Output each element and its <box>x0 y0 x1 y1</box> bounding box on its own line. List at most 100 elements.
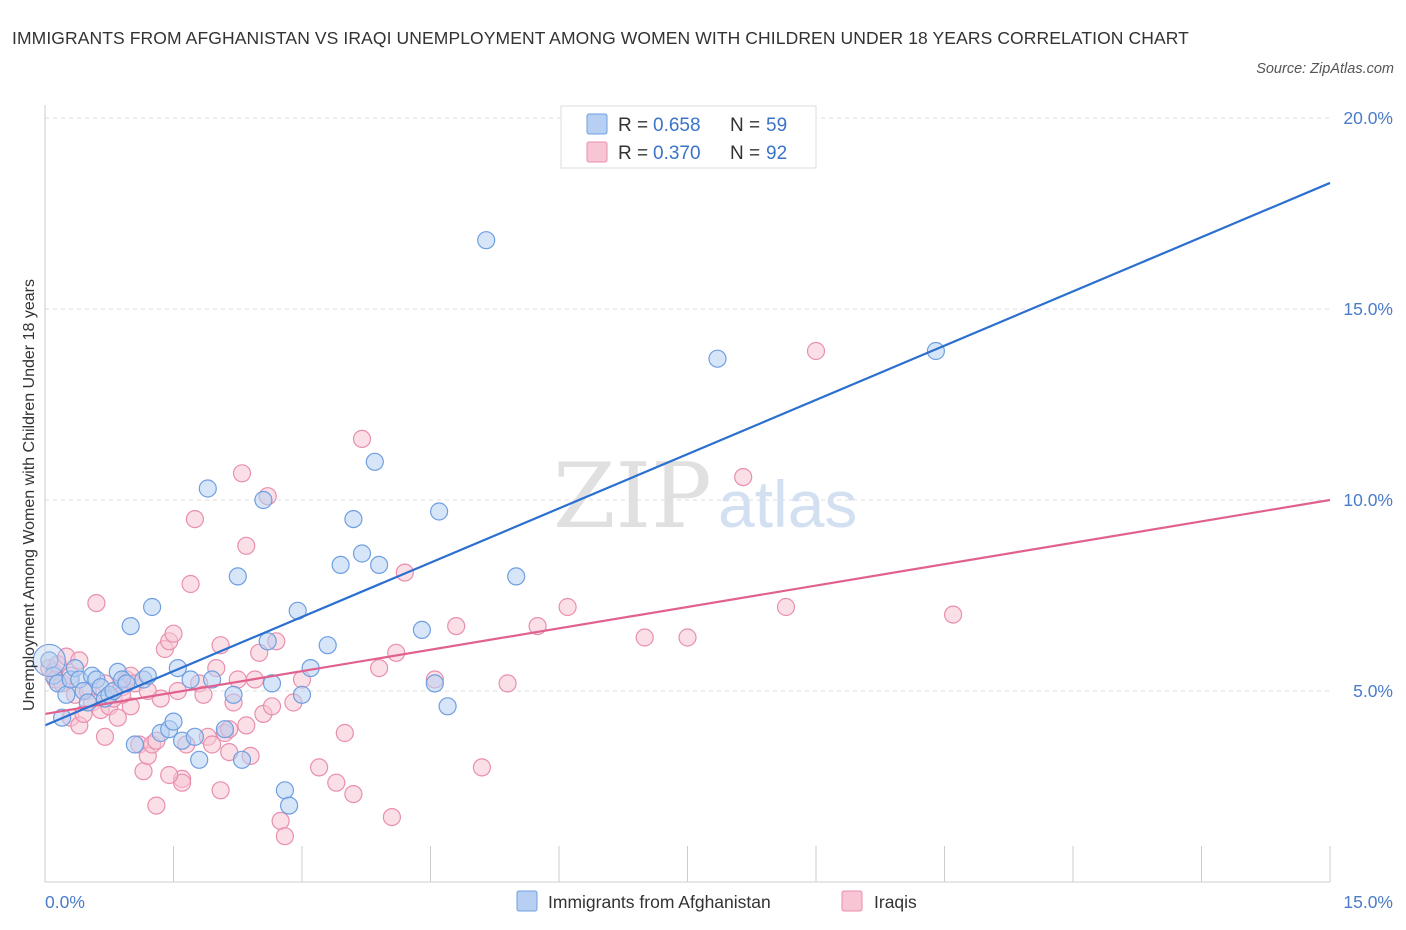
iraqi-point <box>678 628 697 647</box>
afghanistan-point <box>280 796 299 815</box>
y-tick-label: 10.0% <box>1343 490 1393 510</box>
legend-n-label-afghanistan: N = <box>730 115 760 136</box>
trend-lines <box>44 181 1331 727</box>
afghanistan-trend-line <box>44 181 1331 727</box>
iraqi-point <box>635 628 654 647</box>
afghanistan-point <box>215 720 234 739</box>
iraqi-point <box>164 624 183 643</box>
grid <box>45 117 1330 692</box>
iraqi-point <box>447 616 466 636</box>
afghanistan-point <box>190 750 209 769</box>
iraqi-point <box>237 536 256 555</box>
afghanistan-point <box>331 555 350 575</box>
y-tick-label: 5.0% <box>1353 681 1393 701</box>
iraqi-point <box>806 341 826 361</box>
legend-box: R = 0.658 N = 59 R = 0.370 N = 92 <box>560 105 817 169</box>
iraqi-point <box>344 784 363 804</box>
iraqi-point <box>194 685 213 704</box>
iraqi-point <box>498 674 517 693</box>
legend-r-value-iraqis: 0.370 <box>653 143 701 164</box>
x-tick-label: 15.0% <box>1343 892 1393 912</box>
bottom-legend-swatch-afghanistan <box>516 890 538 912</box>
iraqi-point <box>943 605 963 624</box>
iraqi-point <box>352 429 372 448</box>
legend-swatch-afghanistan <box>586 113 608 135</box>
afghanistan-point <box>477 231 496 250</box>
afghanistan-point <box>412 620 431 640</box>
bottom-legend-label-afghanistan: Immigrants from Afghanistan <box>548 892 771 912</box>
iraqi-point <box>370 658 389 678</box>
iraqi-point <box>87 593 106 613</box>
iraqi-point <box>271 811 290 831</box>
iraqi-point <box>275 827 294 846</box>
iraqi-point <box>387 643 406 662</box>
iraqi-point <box>228 670 247 689</box>
afghanistan-point <box>254 490 273 510</box>
x-tick-label: 0.0% <box>45 892 85 912</box>
afghanistan-cluster-point <box>32 643 66 678</box>
legend-r-label-iraqis: R = <box>618 143 648 164</box>
iraqi-point <box>327 773 346 792</box>
iraqi-point <box>185 509 204 529</box>
legend-n-value-afghanistan: 59 <box>766 115 787 136</box>
y-tick-label: 20.0% <box>1343 108 1393 128</box>
iraqi-point <box>181 574 200 594</box>
legend-n-label-iraqis: N = <box>730 143 760 164</box>
iraqi-point <box>203 735 222 754</box>
y-axis-label: Unemployment Among Women with Children U… <box>21 279 38 711</box>
legend-r-label-afghanistan: R = <box>618 115 648 136</box>
afghanistan-point <box>425 674 444 693</box>
iraqi-point <box>734 468 753 487</box>
iraqi-point <box>211 781 230 800</box>
afghanistan-point <box>365 452 384 471</box>
iraqi-point <box>262 697 282 716</box>
bottom-legend-swatch-iraqis <box>841 890 863 912</box>
bottom-legend-label-iraqis: Iraqis <box>874 892 917 912</box>
legend-swatch-iraqis <box>586 141 608 163</box>
afghanistan-point <box>228 567 247 586</box>
y-tick-label: 15.0% <box>1343 299 1393 319</box>
iraqi-point <box>310 758 329 777</box>
iraqi-point <box>382 807 401 827</box>
afghanistan-point <box>438 697 457 716</box>
iraqi-point <box>95 727 115 746</box>
afghanistan-point <box>198 479 217 498</box>
afghanistan-point <box>344 509 363 529</box>
afghanistan-point <box>507 567 526 586</box>
iraqi-point <box>232 464 252 483</box>
afghanistan-point <box>121 616 140 636</box>
iraqi-point <box>776 597 796 617</box>
afghanistan-point <box>370 555 389 575</box>
afghanistan-point <box>318 636 337 655</box>
afghanistan-point <box>275 781 294 800</box>
afghanistan-point <box>232 750 252 769</box>
afghanistan-point <box>181 670 200 689</box>
afghanistan-point <box>430 502 449 521</box>
legend-n-value-iraqis: 92 <box>766 143 787 164</box>
afghanistan-point <box>224 685 243 704</box>
iraqi-point <box>134 762 153 781</box>
afghanistan-point <box>164 712 183 731</box>
afghanistan-point <box>262 674 282 693</box>
axes: 5.0% 10.0% 15.0% 20.0% 0.0% 15.0% <box>44 105 1393 912</box>
legend-r-value-afghanistan: 0.658 <box>653 115 701 136</box>
afghanistan-point <box>203 670 222 689</box>
afghanistan-point <box>708 349 727 368</box>
afghanistan-point <box>143 597 162 617</box>
chart-title: IMMIGRANTS FROM AFGHANISTAN VS IRAQI UNE… <box>12 28 1189 48</box>
afghanistan-point <box>292 685 312 704</box>
watermark: ZIP atlas <box>553 444 857 549</box>
bottom-legend: Immigrants from Afghanistan Iraqis <box>516 890 917 912</box>
iraqi-point <box>237 716 256 735</box>
afghanistan-point <box>185 727 204 746</box>
iraqi-point <box>558 597 577 617</box>
afghanistan-point <box>258 632 277 651</box>
afghanistan-point <box>168 658 187 678</box>
afghanistan-point <box>57 685 76 704</box>
iraqi-trend-line <box>44 498 1331 716</box>
iraqi-point <box>147 796 166 815</box>
chart-source: Source: ZipAtlas.com <box>1256 61 1394 77</box>
iraqi-point <box>160 765 179 785</box>
iraqi-point <box>335 723 354 743</box>
